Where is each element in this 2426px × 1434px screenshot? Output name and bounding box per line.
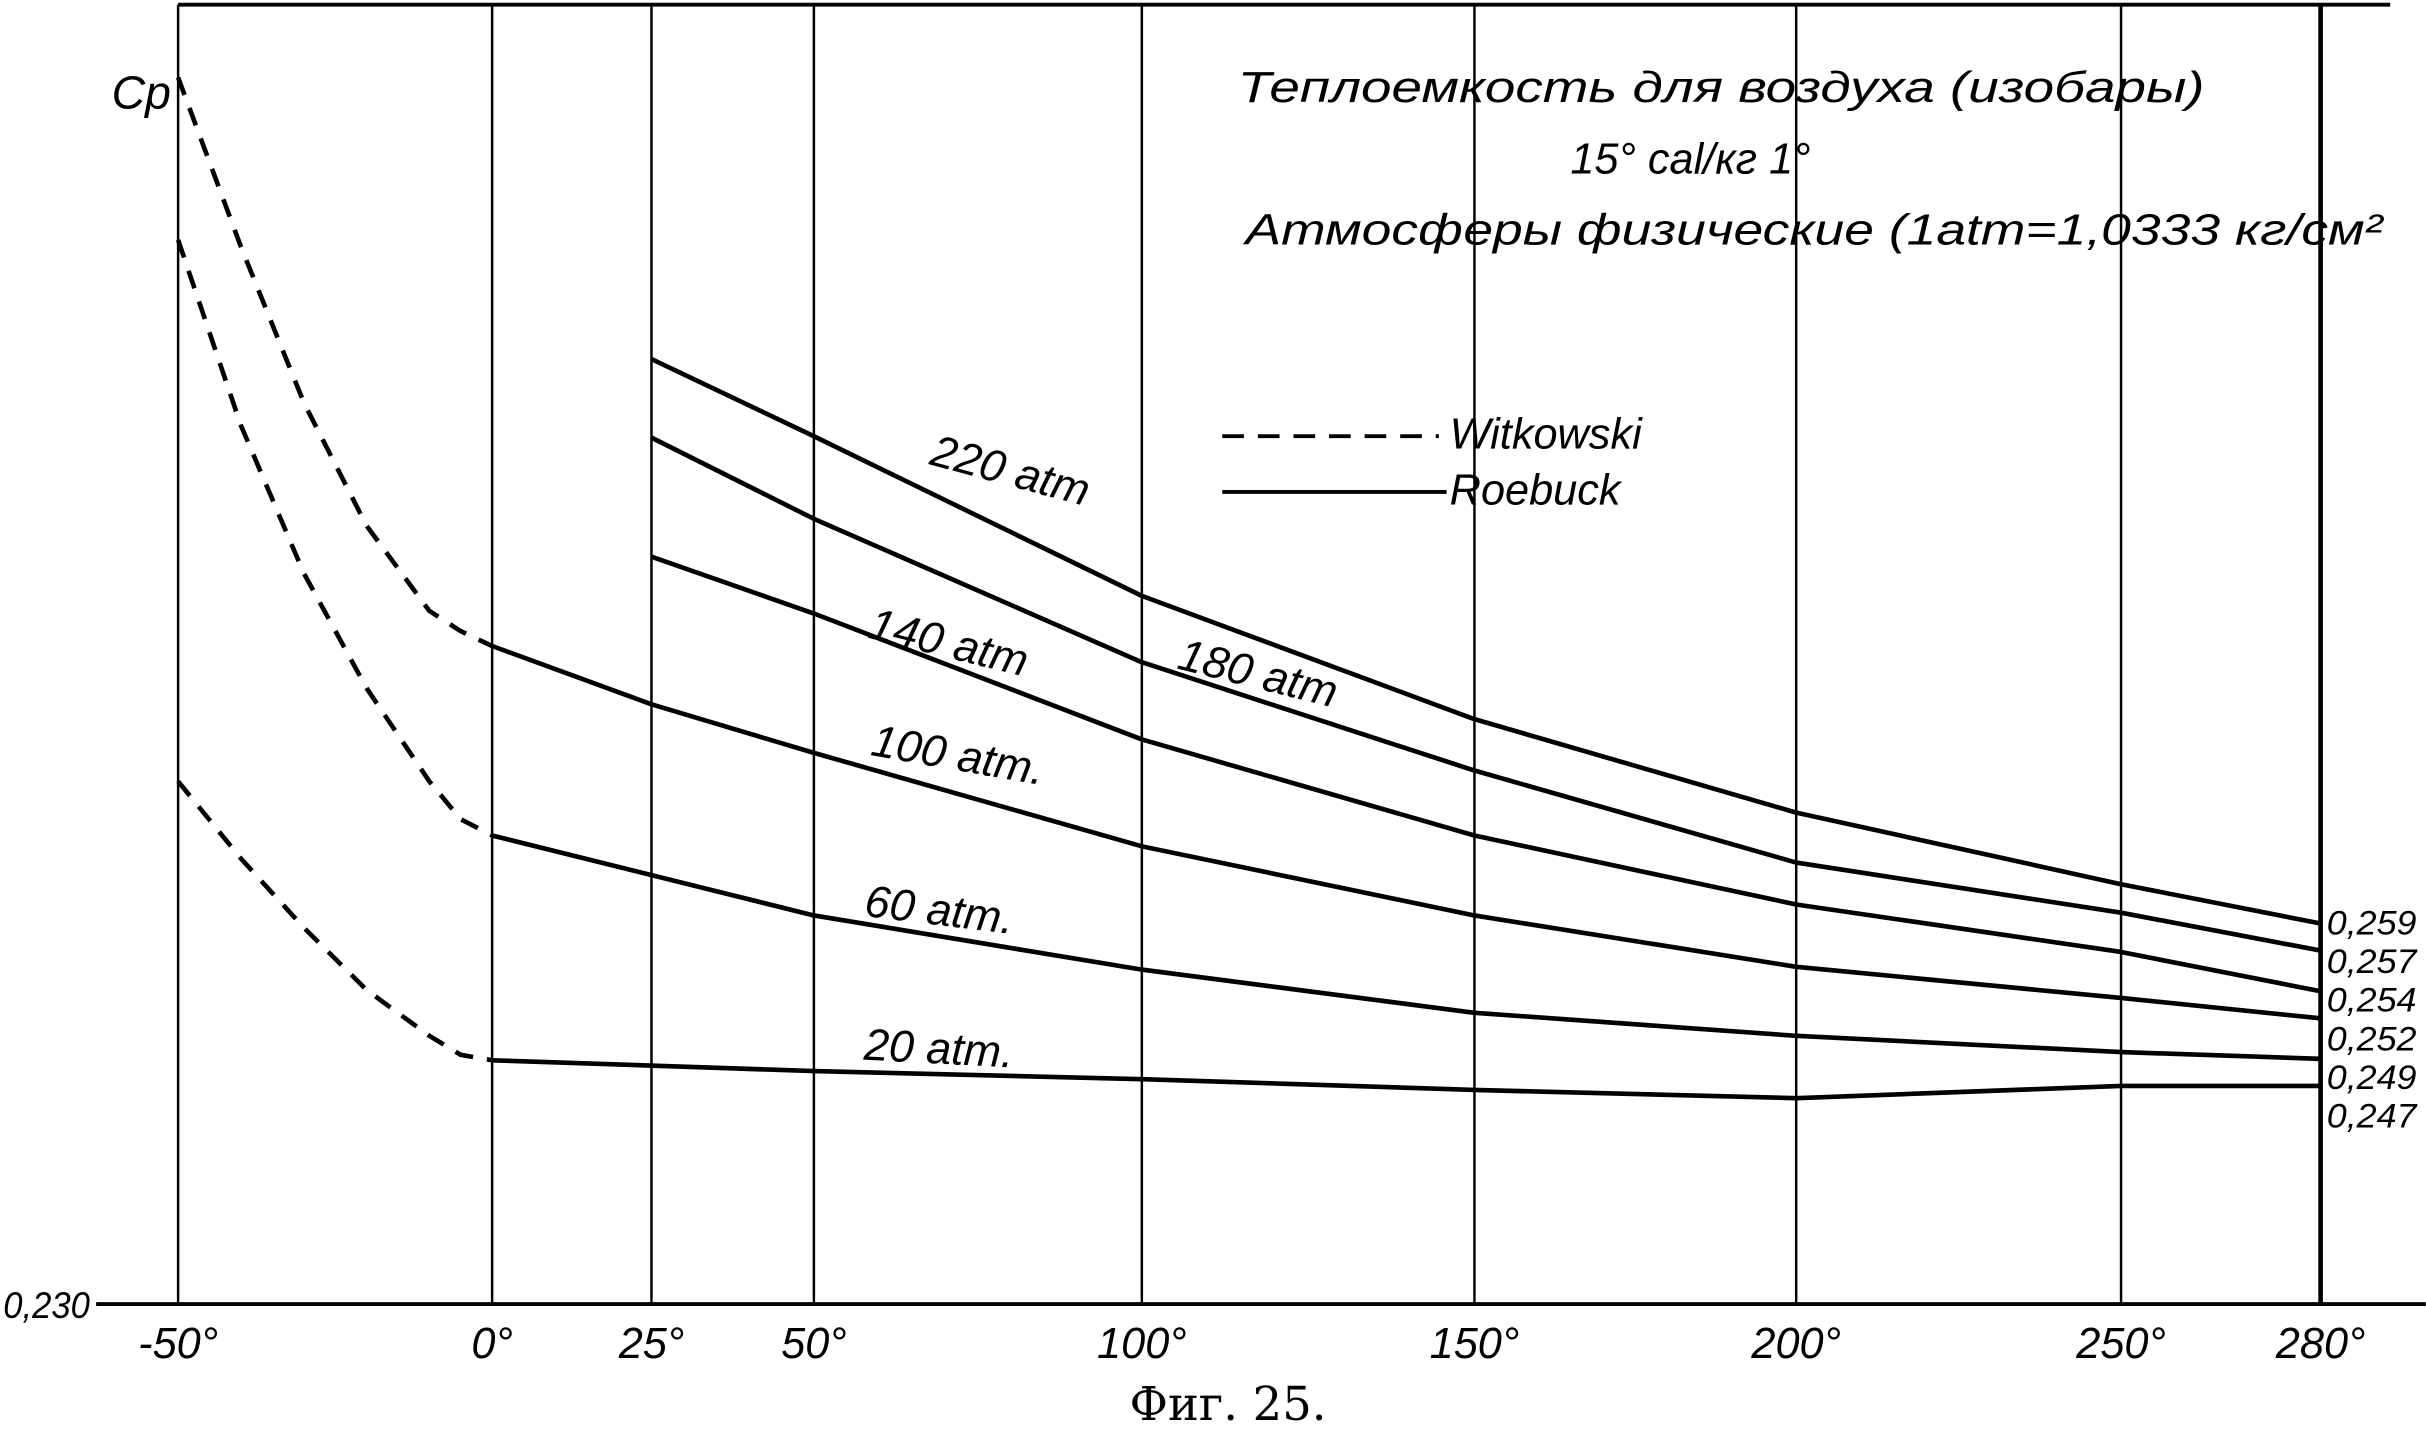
series-line-witkowski-8: [176, 779, 493, 1063]
series-line-roebuck-1: [650, 435, 2322, 953]
x-tick-label: 100°: [1097, 1320, 1187, 1368]
curve-labels: 220 atm 180 atm 140 atm 100 atm. 60 atm.…: [862, 424, 1343, 1077]
curve-label-20: 20 atm.: [862, 1019, 1015, 1078]
figure-caption: Фиг. 25.: [1129, 1377, 1326, 1431]
series-line-witkowski-7: [175, 239, 494, 838]
end-value-label: 0,259: [2327, 904, 2417, 942]
end-value-label: 0,257: [2327, 943, 2418, 981]
x-tick-label: 0°: [471, 1320, 512, 1368]
x-tick-labels: -50° 0° 25° 50° 100° 150° 200° 250° 280°: [138, 1320, 2365, 1368]
x-tick-label: 200°: [1750, 1320, 1841, 1368]
legend: Witkowski Roebuck: [1222, 411, 1643, 514]
legend-label-witkowski: Witkowski: [1450, 411, 1643, 459]
series-lines: [175, 76, 2322, 1101]
curve-label-60: 60 atm.: [862, 875, 1017, 944]
legend-label-roebuck: Roebuck: [1450, 466, 1623, 514]
curve-label-180: 180 atm: [1173, 628, 1343, 717]
series-line-roebuck-3: [491, 643, 2321, 1021]
x-tick-label: 50°: [781, 1320, 846, 1368]
x-tick-label: 150°: [1430, 1320, 1520, 1368]
curve-label-140: 140 atm: [864, 598, 1034, 687]
series-line-roebuck-0: [650, 356, 2322, 926]
curve-label-100: 100 atm.: [868, 715, 1049, 796]
x-tick-label: 250°: [2075, 1320, 2166, 1368]
end-value-label: 0,247: [2327, 1098, 2418, 1136]
title-line-1: Теплоемкость для воздуха (изобары): [1238, 64, 2205, 112]
series-line-roebuck-2: [650, 554, 2322, 994]
series-line-roebuck-5: [492, 1057, 2321, 1101]
series-line-roebuck-4: [491, 833, 2321, 1062]
title-line-3: Атмосферы физические (1atm=1,0333 кг/см²: [1242, 206, 2385, 254]
y-origin-label: 0,230: [3, 1284, 90, 1326]
end-value-label: 0,252: [2327, 1020, 2417, 1058]
x-tick-label: 280°: [2275, 1320, 2366, 1368]
y-axis-label: Cp: [112, 66, 171, 118]
x-tick-label: 25°: [618, 1320, 684, 1368]
title-line-2: 15° cal/кг 1°: [1570, 135, 1810, 183]
series-line-witkowski-6: [175, 76, 494, 649]
x-tick-label: -50°: [138, 1320, 218, 1368]
end-value-label: 0,249: [2327, 1059, 2417, 1097]
end-value-label: 0,254: [2327, 982, 2417, 1020]
